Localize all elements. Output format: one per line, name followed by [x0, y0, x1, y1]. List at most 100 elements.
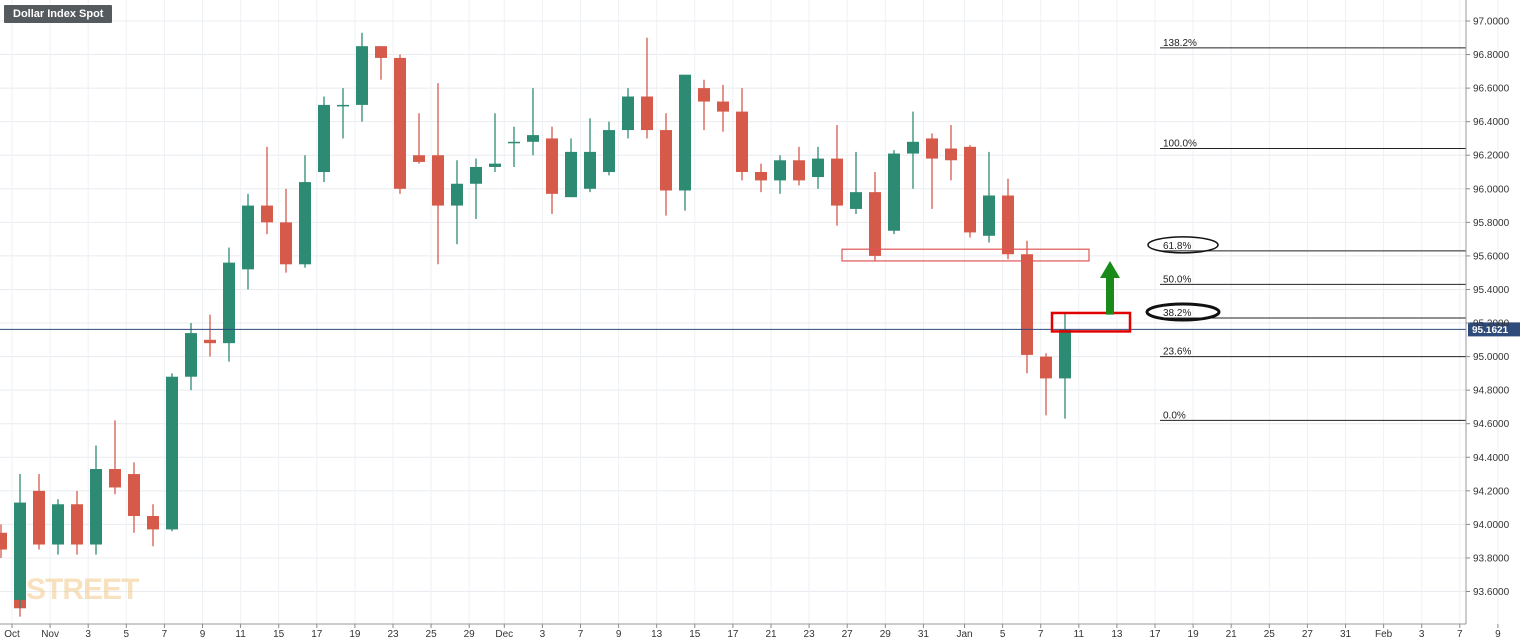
y-tick-label: 95.6000	[1473, 251, 1510, 262]
candle	[527, 88, 539, 156]
candle	[907, 111, 919, 189]
candle	[1040, 353, 1052, 416]
fib-label: 38.2%	[1163, 308, 1191, 319]
fib-label: 23.6%	[1163, 347, 1191, 358]
candle	[603, 121, 615, 176]
chart-title-badge: Dollar Index Spot	[4, 5, 113, 23]
y-tick-label: 96.6000	[1473, 84, 1510, 95]
y-tick-label: 94.8000	[1473, 386, 1510, 397]
fibonacci-levels: 138.2% 100.0% 61.8% 50.0% 38.2% 23.6% 0.0%	[1145, 38, 1466, 421]
candle-body	[717, 101, 729, 112]
x-tick-label: 11	[235, 629, 246, 640]
fib-label: 138.2%	[1163, 38, 1197, 49]
candle	[242, 193, 254, 290]
candle	[432, 83, 444, 265]
x-tick-label: 19	[349, 629, 361, 640]
x-tick-label: 13	[1111, 629, 1123, 640]
candle-body	[850, 192, 862, 209]
candle-body	[52, 504, 64, 545]
candle-body	[793, 160, 805, 181]
candle-body	[622, 96, 634, 131]
candle-body	[812, 158, 824, 178]
candle	[736, 88, 748, 181]
candle	[52, 499, 64, 555]
candle-body	[527, 135, 539, 142]
candle-body	[0, 532, 7, 550]
candle	[337, 88, 349, 139]
x-tick-label: Jan	[956, 629, 972, 640]
candle	[204, 314, 216, 357]
current-price-tag	[1468, 322, 1520, 337]
candle	[261, 146, 273, 235]
y-tick-label: 95.4000	[1473, 285, 1510, 296]
candle-body	[128, 474, 140, 516]
x-tick-label: 7	[162, 629, 168, 640]
current-price-label: 95.1621	[1472, 325, 1509, 336]
x-tick-label: 7	[1457, 629, 1463, 640]
candle-body	[907, 141, 919, 154]
candle-body	[470, 166, 482, 184]
current-zone-box	[1050, 311, 1132, 333]
candle	[546, 126, 558, 214]
candle-body	[508, 141, 520, 144]
candle-body	[375, 46, 387, 58]
candles	[0, 32, 1071, 617]
candle-body	[242, 205, 254, 270]
x-tick-label: 17	[311, 629, 323, 640]
x-tick-label: Feb	[1375, 629, 1393, 640]
x-tick-label: 25	[1264, 629, 1276, 640]
candle	[793, 146, 805, 186]
fib-label: 50.0%	[1163, 274, 1191, 285]
candle	[470, 158, 482, 219]
x-tick-label: 17	[1149, 629, 1161, 640]
x-tick-label: 23	[804, 629, 816, 640]
candle-body	[565, 151, 577, 198]
x-tick-label: 3	[540, 629, 546, 640]
y-tick-label: 96.4000	[1473, 117, 1510, 128]
candle-body	[71, 504, 83, 545]
candle	[622, 88, 634, 139]
x-tick-label: 29	[464, 629, 476, 640]
candle-body	[299, 182, 311, 265]
x-tick-label: 13	[651, 629, 663, 640]
candle-body	[261, 205, 273, 223]
annotations: 95.1621	[0, 248, 1520, 337]
candle	[394, 54, 406, 194]
candle	[1002, 178, 1014, 260]
x-tick-label: 7	[1038, 629, 1044, 640]
candle-body	[926, 138, 938, 159]
fib-circle	[1145, 302, 1221, 322]
x-tick-label: 21	[765, 629, 777, 640]
candle-body	[90, 469, 102, 545]
x-tick-label: 15	[273, 629, 285, 640]
candle	[356, 32, 368, 122]
x-tick-label: 21	[1226, 629, 1238, 640]
candle	[774, 155, 786, 194]
x-tick-label: 15	[689, 629, 701, 640]
candle	[983, 151, 995, 243]
candle-body	[945, 148, 957, 161]
x-tick-label: 29	[880, 629, 892, 640]
candle	[318, 96, 330, 183]
x-tick-label: 11	[1074, 629, 1085, 640]
candle-body	[337, 104, 349, 107]
candle	[223, 247, 235, 362]
arrow-shaft	[1106, 276, 1114, 315]
candle-body	[774, 160, 786, 181]
candle	[0, 524, 7, 558]
x-tick-label: 3	[1419, 629, 1425, 640]
candle	[71, 490, 83, 555]
y-tick-label: 94.2000	[1473, 486, 1510, 497]
x-tick-label: 25	[426, 629, 438, 640]
arrow-head	[1100, 260, 1120, 278]
y-tick-label: 94.0000	[1473, 520, 1510, 531]
grid-lines: STREET	[0, 0, 1499, 624]
candle-body	[679, 74, 691, 191]
candle	[185, 323, 197, 391]
candle	[869, 172, 881, 261]
candle	[14, 474, 26, 609]
x-tick-label: 9	[616, 629, 622, 640]
candle-body	[983, 195, 995, 236]
watermark-text: STREET	[26, 573, 139, 606]
